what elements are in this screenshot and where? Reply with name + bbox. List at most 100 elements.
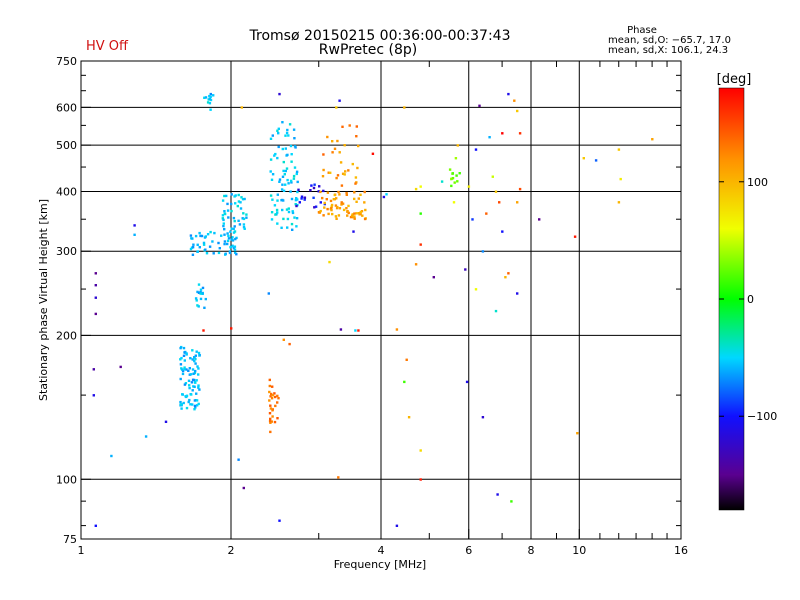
echo-point [189, 247, 193, 251]
echo-point [192, 385, 195, 388]
echo-point [274, 213, 277, 216]
echo-point [276, 193, 279, 196]
echo-point [271, 385, 274, 388]
echo-point [284, 183, 287, 186]
echo-point [270, 211, 274, 214]
echo-point [194, 369, 197, 373]
echo-point [313, 206, 316, 209]
echo-point [331, 151, 334, 154]
echo-point [419, 449, 422, 452]
echo-point [92, 368, 95, 371]
echo-point [344, 170, 347, 173]
echo-point [221, 199, 225, 202]
echo-point [242, 223, 246, 226]
echo-point [353, 197, 356, 201]
echo-point [239, 207, 243, 210]
echo-point [231, 239, 235, 242]
echo-point [229, 246, 232, 249]
echo-point [185, 394, 189, 397]
echo-point [232, 216, 236, 220]
echo-point [200, 234, 204, 238]
echo-point [298, 201, 301, 204]
echo-point [285, 167, 289, 170]
echo-point [185, 406, 189, 410]
echo-point [191, 368, 195, 371]
echo-point [295, 197, 298, 200]
echo-point [182, 354, 186, 357]
echo-point [322, 168, 325, 172]
colorbar-tick-label: −100 [747, 410, 777, 423]
echo-point [223, 228, 226, 231]
echo-point [357, 329, 360, 332]
echo-point [314, 205, 318, 208]
echo-point [179, 403, 182, 406]
echo-point [201, 286, 205, 290]
echo-point [205, 252, 209, 255]
echo-point [119, 365, 122, 369]
echo-point [295, 172, 298, 176]
echo-point [280, 188, 284, 191]
echo-point [329, 171, 332, 174]
echo-point [226, 239, 230, 243]
x-axis-label: Frequency [MHz] [334, 558, 426, 571]
echo-point [191, 378, 195, 381]
echo-point [619, 177, 622, 181]
echo-point [338, 151, 341, 154]
phase-stats-o: mean, sd,O: −65.7, 17.0 [608, 35, 731, 46]
echo-point [192, 243, 195, 246]
echo-point [217, 241, 220, 245]
echo-point [491, 175, 494, 178]
echo-point [341, 202, 345, 205]
echo-point [295, 225, 298, 228]
echo-point [448, 168, 452, 171]
echo-point [323, 201, 326, 205]
echo-point [296, 198, 299, 201]
echo-point [194, 381, 197, 384]
echo-point [345, 207, 348, 210]
echo-point [359, 193, 362, 196]
echo-point [395, 524, 399, 527]
echo-point [353, 217, 356, 220]
echo-point [419, 185, 422, 188]
echo-point [196, 304, 199, 307]
echo-point [355, 212, 358, 215]
echo-point [291, 228, 294, 231]
echo-point [286, 178, 289, 182]
echo-point [197, 305, 200, 308]
echo-point [617, 148, 621, 151]
echo-point [290, 222, 294, 226]
echo-point [241, 198, 245, 201]
echo-point [270, 397, 274, 400]
echo-point [222, 218, 225, 222]
echo-point [133, 233, 136, 236]
echo-point [164, 420, 168, 423]
echo-point [190, 381, 194, 384]
y-axis-label: Stationary phase Virtual Height [km] [37, 199, 50, 401]
echo-point [268, 399, 271, 402]
echo-point [224, 253, 227, 256]
echo-point [198, 354, 201, 357]
echo-point [191, 403, 194, 406]
echo-point [180, 356, 183, 360]
echo-point [337, 190, 340, 194]
echo-point [290, 160, 293, 163]
echo-point [209, 108, 212, 111]
echo-point [202, 329, 205, 332]
echo-point [513, 99, 516, 102]
echo-point [432, 276, 435, 279]
echo-point [268, 420, 272, 423]
echo-point [351, 213, 354, 216]
echo-point [183, 383, 187, 386]
echo-point [180, 368, 184, 371]
echo-point [276, 129, 279, 132]
phase-stats-title: Phase [627, 25, 657, 36]
echo-point [352, 230, 355, 233]
echo-point [271, 415, 274, 418]
echo-point [203, 96, 206, 99]
echo-point [285, 131, 289, 135]
echo-point [385, 193, 388, 196]
echo-point [355, 125, 358, 128]
echo-point [193, 371, 197, 375]
echo-point [208, 97, 211, 101]
echo-point [287, 207, 290, 210]
